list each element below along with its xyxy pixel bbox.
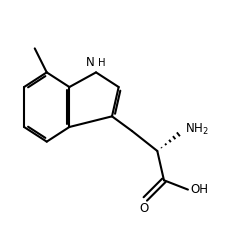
Text: OH: OH — [189, 183, 207, 196]
Text: NH$_2$: NH$_2$ — [184, 122, 208, 137]
Text: N: N — [85, 56, 94, 69]
Text: O: O — [139, 202, 148, 215]
Text: H: H — [98, 58, 105, 68]
